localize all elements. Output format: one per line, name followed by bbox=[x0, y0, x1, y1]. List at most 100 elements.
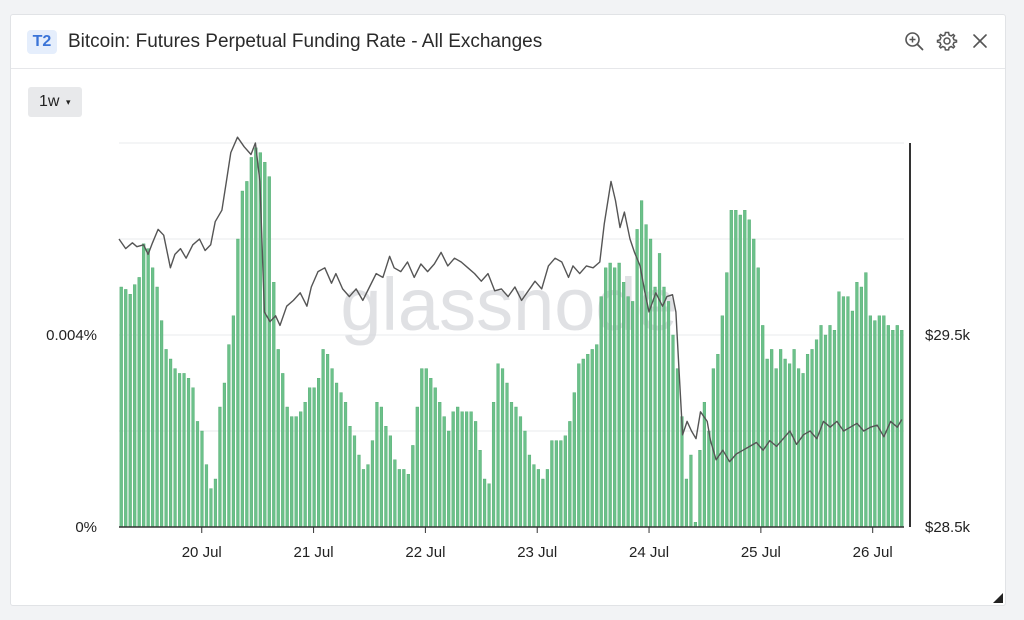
funding-rate-bar bbox=[810, 349, 814, 528]
funding-rate-bar bbox=[263, 161, 267, 528]
funding-rate-bar bbox=[137, 277, 141, 528]
funding-rate-bar bbox=[734, 209, 738, 528]
resize-handle-icon[interactable] bbox=[993, 593, 1003, 603]
funding-rate-bar bbox=[128, 294, 132, 528]
funding-rate-bar bbox=[388, 435, 392, 528]
funding-rate-bar bbox=[635, 229, 639, 528]
funding-rate-bar bbox=[850, 310, 855, 528]
funding-rate-bar bbox=[761, 325, 765, 528]
funding-rate-bar bbox=[873, 320, 877, 528]
funding-rate-bar bbox=[424, 368, 428, 528]
funding-rate-bar bbox=[613, 267, 617, 528]
funding-rate-bar bbox=[779, 349, 783, 528]
funding-rate-bar bbox=[743, 209, 747, 528]
funding-rate-bar bbox=[191, 387, 195, 528]
funding-rate-bar bbox=[151, 267, 155, 528]
funding-rate-bar bbox=[698, 450, 702, 528]
funding-rate-bar bbox=[460, 411, 464, 528]
funding-rate-bar bbox=[797, 368, 801, 528]
time-range-dropdown[interactable]: 1w ▾ bbox=[28, 87, 82, 117]
funding-rate-bar bbox=[222, 382, 227, 528]
funding-rate-bar bbox=[666, 301, 671, 528]
funding-rate-bar bbox=[671, 334, 675, 528]
funding-rate-bar bbox=[545, 469, 549, 528]
x-tick-label: 25 Jul bbox=[741, 544, 781, 561]
gear-icon[interactable] bbox=[936, 30, 958, 52]
funding-rate-bar bbox=[375, 402, 379, 528]
funding-rate-bar bbox=[832, 330, 837, 528]
funding-rate-bar bbox=[882, 315, 886, 528]
funding-rate-bar bbox=[209, 488, 213, 528]
funding-rate-bar bbox=[716, 354, 720, 528]
funding-rate-bar bbox=[186, 378, 191, 528]
funding-rate-bar bbox=[617, 262, 621, 528]
right-tick-label: $28.5k bbox=[925, 519, 971, 536]
funding-rate-bar bbox=[330, 368, 334, 528]
close-icon[interactable] bbox=[969, 30, 991, 52]
funding-rate-bar bbox=[406, 474, 410, 528]
watermark: glassnode bbox=[340, 263, 677, 346]
left-tick-label: 0% bbox=[75, 519, 97, 536]
funding-rate-bar bbox=[752, 238, 756, 528]
funding-rate-bar bbox=[133, 284, 137, 528]
funding-rate-bar bbox=[891, 330, 895, 528]
funding-rate-bar bbox=[438, 402, 442, 528]
funding-rate-bar bbox=[299, 411, 303, 528]
funding-rate-bar bbox=[483, 478, 487, 528]
funding-rate-bar bbox=[447, 430, 451, 528]
funding-rate-bar bbox=[509, 402, 514, 528]
funding-rate-bar bbox=[402, 469, 406, 528]
funding-rate-bar bbox=[254, 147, 258, 528]
funding-rate-bar bbox=[236, 238, 240, 528]
funding-rate-bar bbox=[366, 464, 370, 528]
x-tick-label: 22 Jul bbox=[405, 544, 445, 561]
funding-rate-bar bbox=[168, 358, 173, 528]
funding-rate-bar bbox=[411, 445, 415, 528]
x-tick-label: 20 Jul bbox=[182, 544, 222, 561]
funding-rate-bar bbox=[788, 363, 792, 528]
funding-rate-bar bbox=[518, 416, 523, 528]
chart-panel: T2 Bitcoin: Futures Perpetual Funding Ra… bbox=[10, 14, 1006, 606]
funding-rate-bar bbox=[361, 469, 366, 528]
funding-rate-bar bbox=[595, 344, 599, 528]
funding-rate-bar bbox=[868, 315, 872, 528]
funding-rate-bar bbox=[541, 478, 545, 528]
zoom-in-icon[interactable] bbox=[903, 30, 925, 52]
panel-header: T2 Bitcoin: Futures Perpetual Funding Ra… bbox=[11, 15, 1005, 69]
funding-rate-bar bbox=[326, 354, 330, 528]
funding-rate-bar bbox=[702, 402, 706, 528]
funding-rate-bar bbox=[608, 262, 612, 528]
funding-rate-bar bbox=[487, 483, 491, 528]
x-tick-label: 24 Jul bbox=[629, 544, 669, 561]
funding-rate-bar bbox=[195, 421, 200, 528]
funding-rate-bar bbox=[339, 392, 343, 528]
funding-rate-bar bbox=[496, 363, 500, 528]
funding-rate-bar bbox=[563, 435, 567, 528]
funding-rate-bar bbox=[644, 224, 648, 528]
funding-rate-bar bbox=[859, 286, 863, 528]
price-line-layer bbox=[118, 136, 903, 463]
funding-rate-bar bbox=[245, 181, 249, 528]
funding-rate-bar bbox=[581, 358, 585, 528]
funding-rate-bar bbox=[599, 296, 603, 528]
funding-rate-bar bbox=[572, 392, 576, 528]
funding-rate-bar bbox=[451, 411, 455, 528]
x-tick-label: 21 Jul bbox=[294, 544, 334, 561]
funding-rate-bar bbox=[160, 320, 164, 528]
funding-rate-bar bbox=[774, 368, 778, 528]
funding-rate-bar bbox=[500, 368, 505, 528]
funding-rate-bar bbox=[469, 411, 473, 528]
funding-rate-bar bbox=[841, 296, 846, 528]
funding-rate-bar bbox=[204, 464, 209, 528]
funding-rate-bar bbox=[357, 454, 361, 528]
funding-rate-bar bbox=[837, 291, 841, 528]
funding-rate-bar bbox=[684, 478, 689, 528]
funding-rate-bar bbox=[523, 430, 527, 528]
funding-rate-bar bbox=[675, 368, 680, 528]
funding-rate-bar bbox=[554, 440, 558, 528]
funding-rate-bar bbox=[590, 349, 594, 528]
funding-rate-bar bbox=[393, 459, 397, 528]
funding-rate-bar bbox=[720, 315, 724, 528]
funding-rate-bar bbox=[514, 406, 518, 528]
funding-rate-bar bbox=[249, 157, 253, 528]
